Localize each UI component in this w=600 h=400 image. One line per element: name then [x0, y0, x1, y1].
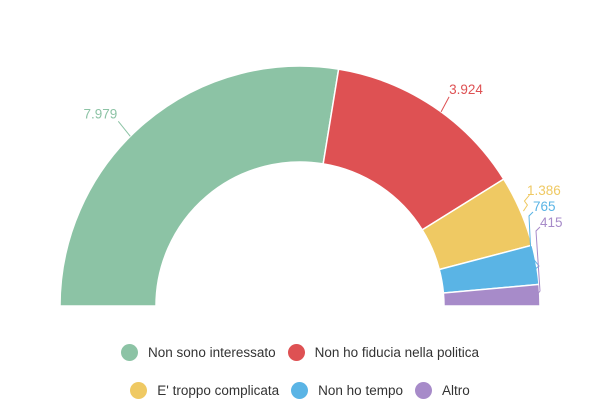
legend-item-no-tempo[interactable]: Non ho tempo [291, 382, 403, 399]
legend-label: Non ho fiducia nella politica [314, 345, 479, 360]
legend-item-altro[interactable]: Altro [414, 382, 470, 399]
legend-label: Non ho tempo [318, 383, 403, 398]
legend-dot-green [121, 344, 139, 361]
legend-label: E' troppo complicata [157, 383, 280, 398]
legend-label: Altro [441, 383, 470, 398]
value-label-3: 765 [533, 199, 556, 214]
legend-dot-purple [414, 382, 432, 399]
leader-line-0 [117, 120, 131, 137]
value-label-1: 3.924 [449, 82, 483, 97]
legend-row-2: E' troppo complicata Non ho tempo Altro [0, 382, 600, 399]
legend-dot-red [287, 344, 305, 361]
legend-row-1: Non sono interessato Non ho fiducia nell… [0, 344, 600, 361]
leader-line-2 [523, 194, 530, 212]
leader-line-3 [528, 211, 540, 275]
legend-dot-yellow [130, 382, 148, 399]
value-label-0: 7.979 [83, 106, 117, 121]
legend-item-non-interessato[interactable]: Non sono interessato [121, 344, 276, 361]
legend-dot-blue [291, 382, 309, 399]
leader-line-4 [531, 226, 541, 302]
slice-0[interactable] [59, 65, 340, 307]
legend-item-troppo-complicata[interactable]: E' troppo complicata [130, 382, 279, 399]
legend-label: Non sono interessato [148, 345, 276, 360]
value-label-2: 1.386 [527, 183, 561, 198]
leader-line-1 [440, 96, 450, 113]
value-label-4: 415 [540, 215, 563, 230]
legend-item-no-fiducia[interactable]: Non ho fiducia nella politica [287, 344, 479, 361]
